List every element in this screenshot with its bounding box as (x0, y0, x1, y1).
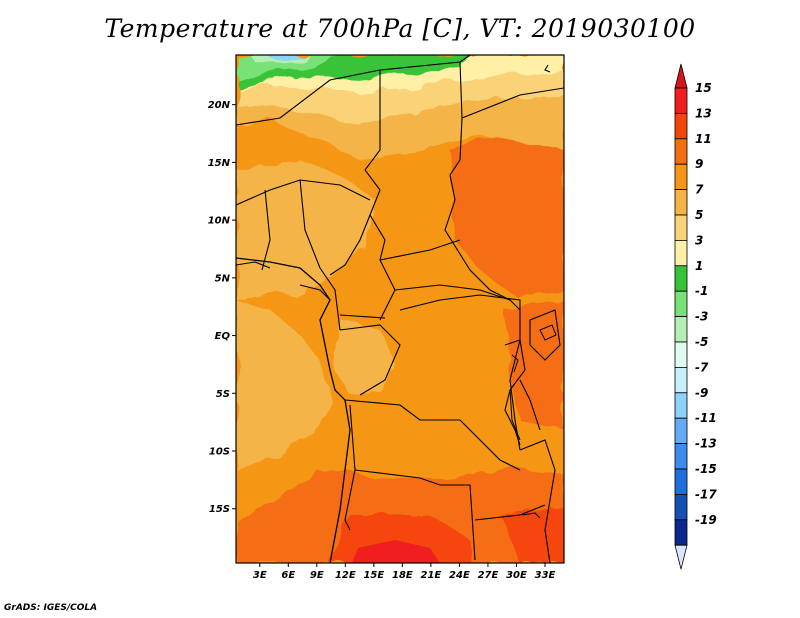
colorbar-label: -19 (695, 513, 717, 527)
lon-tick-label: 15E (363, 570, 384, 581)
colorbar-label: -3 (695, 310, 708, 324)
colorbar-swatch (674, 290, 688, 318)
lakes (509, 324, 557, 519)
lat-tick-label: 15S (209, 504, 230, 515)
colorbar-label: 5 (695, 208, 703, 222)
plot-frame (235, 54, 565, 564)
lon-tick-label: 27E (478, 570, 499, 581)
colorbar-swatch (674, 316, 688, 343)
colorbar-swatch (674, 392, 688, 419)
colorbar-label: -9 (695, 386, 708, 400)
country-borders (236, 55, 564, 563)
latitude-axis: 20N 15N 10N 5N EQ 5S 10S 15S (208, 100, 236, 515)
colorbar-label: 13 (695, 106, 712, 120)
colorbar-swatch (674, 519, 688, 546)
colorbar-swatch (674, 138, 688, 165)
lon-tick-label: 18E (392, 570, 413, 581)
lat-tick-label: 20N (208, 100, 231, 111)
colorbar-swatch (674, 265, 688, 292)
colorbar-swatch (674, 189, 688, 216)
colorbar-top-arrow (674, 63, 688, 89)
colorbar-bottom-arrow (674, 544, 688, 570)
lon-tick-label: 3E (253, 570, 267, 581)
colorbar-swatch (674, 341, 688, 368)
lon-tick-label: 21E (421, 570, 442, 581)
colorbar-label: 15 (695, 81, 712, 95)
lat-tick-label: 15N (208, 158, 231, 169)
colorbar-label: -5 (695, 335, 708, 349)
lon-tick-label: 12E (335, 570, 356, 581)
lon-tick-label: 24E (449, 570, 470, 581)
colorbar-swatch (674, 468, 688, 495)
colorbar-label: -7 (695, 360, 709, 374)
colorbar-swatch (674, 87, 688, 114)
lat-tick-label: EQ (215, 331, 231, 342)
temperature-field (236, 55, 564, 563)
colorbar-label: 3 (695, 233, 703, 247)
lon-tick-label: 9E (310, 570, 324, 581)
colorbar-swatch (674, 443, 688, 470)
field-band-7-coast (236, 300, 330, 470)
colorbar-swatch (674, 493, 688, 521)
colorbar-label: 9 (695, 157, 703, 171)
field-band-11-east (450, 110, 564, 300)
chart-title: Temperature at 700hPa [C], VT: 201903010… (104, 14, 696, 43)
colorbar-label: -11 (695, 411, 717, 425)
lon-tick-label: 6E (281, 570, 295, 581)
lon-tick-label: 30E (506, 570, 527, 581)
colorbar-label: -13 (695, 437, 717, 451)
colorbar-label: 1 (695, 259, 703, 273)
field-band-minus9-north (265, 55, 302, 62)
lat-tick-label: 5S (216, 389, 230, 400)
lat-tick-label: 10N (208, 216, 231, 227)
colorbar-label: -15 (695, 462, 717, 476)
colorbar-swatch (674, 113, 688, 140)
longitude-axis: 3E 6E 9E 12E 15E 18E 21E 24E 27E 30E 33E (253, 563, 556, 581)
colorbar: 15 13 11 9 7 5 3 1 -1 -3 -5 -7 -9 -11 -13 -15 -17 -19 (674, 63, 717, 570)
colorbar-swatch (674, 214, 688, 241)
colorbar-label: 7 (695, 183, 704, 197)
colorbar-label: 11 (695, 132, 712, 146)
colorbar-swatch (674, 163, 688, 190)
field-band-15-south (352, 540, 440, 563)
lat-tick-label: 5N (215, 273, 231, 284)
colorbar-label: -1 (695, 284, 708, 298)
colorbar-swatch (674, 366, 688, 394)
field-band-7-gabon (335, 320, 395, 395)
colorbar-swatch (674, 417, 688, 445)
grads-credit: GrADS: IGES/COLA (4, 603, 98, 613)
colorbar-label: -17 (695, 487, 717, 501)
colorbar-swatch (674, 239, 688, 267)
coastline (236, 257, 351, 563)
lat-tick-label: 10S (209, 447, 230, 458)
lon-tick-label: 33E (535, 570, 556, 581)
